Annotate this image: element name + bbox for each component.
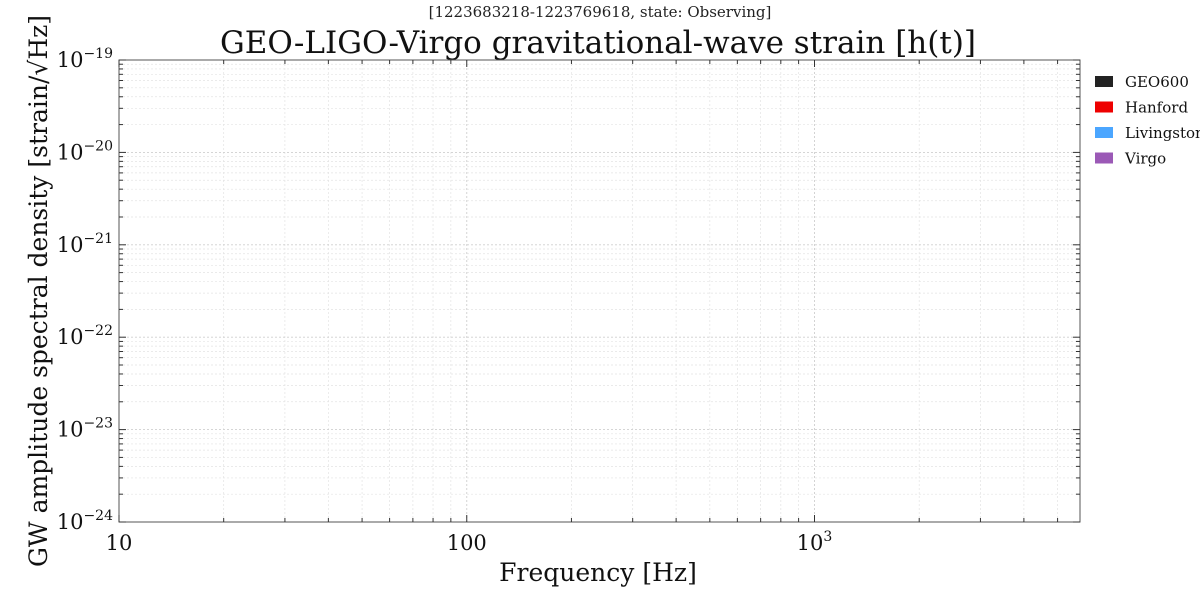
- major-grid: [118, 59, 1080, 523]
- legend-swatch-geo600: [1095, 76, 1113, 87]
- y-tick-label: 10−19: [57, 46, 113, 72]
- x-tick-label: 100: [447, 531, 487, 555]
- minor-grid: [119, 60, 1080, 522]
- legend-swatch-hanford: [1095, 101, 1113, 113]
- x-axis-label: Frequency [Hz]: [499, 558, 697, 587]
- chart-title: GEO-LIGO-Virgo gravitational-wave strain…: [220, 25, 976, 61]
- plot-frame: [118, 59, 1081, 523]
- x-tick-label: 103: [797, 529, 833, 555]
- y-axis-label: GW amplitude spectral density [strain/√H…: [24, 15, 53, 567]
- y-tick-label: 10−21: [57, 231, 113, 257]
- y-tick-label: 10−23: [57, 416, 113, 442]
- legend-label-hanford: Hanford: [1125, 99, 1188, 117]
- legend-swatch-virgo: [1095, 152, 1113, 164]
- axis-ticks: [118, 59, 1080, 523]
- x-tick-label: 10: [106, 531, 133, 555]
- legend-label-livingston: Livingston: [1125, 124, 1200, 142]
- y-tick-label: 10−24: [57, 508, 113, 534]
- legend-label-geo600: GEO600: [1125, 73, 1189, 91]
- x-tick-labels: 10 100 103: [106, 529, 833, 555]
- legend: GEO600 Hanford Livingston Virgo: [1095, 73, 1200, 168]
- y-tick-label: 10−20: [57, 138, 113, 164]
- legend-swatch-livingston: [1095, 127, 1113, 138]
- chart-subtitle: [1223683218-1223769618, state: Observing…: [429, 3, 772, 21]
- legend-label-virgo: Virgo: [1124, 150, 1166, 168]
- y-tick-labels: 10−19 10−20 10−21 10−22 10−23 10−24: [57, 46, 113, 534]
- y-tick-label: 10−22: [57, 323, 113, 349]
